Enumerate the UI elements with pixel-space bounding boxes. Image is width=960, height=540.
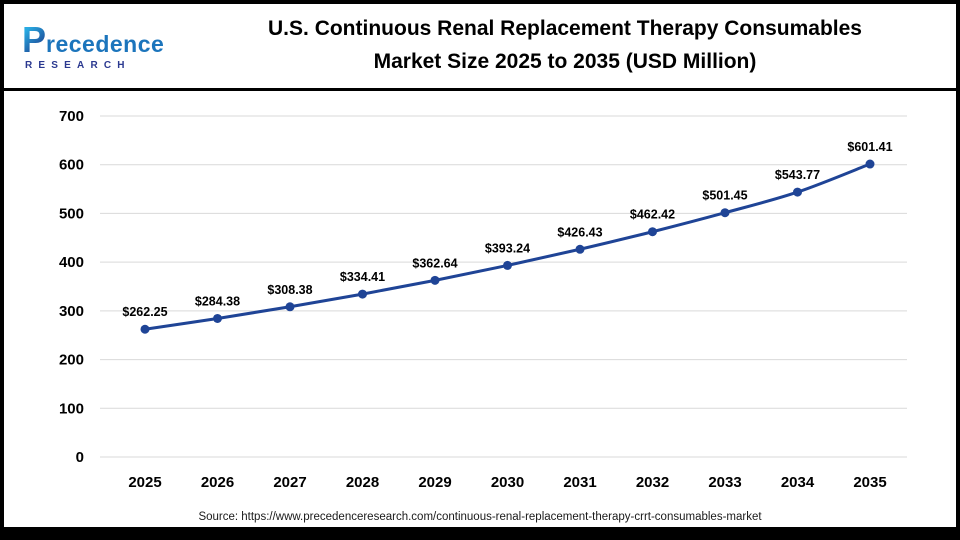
x-axis-tick-label: 2033	[708, 474, 741, 491]
data-point-label: $543.77	[775, 168, 820, 182]
data-point	[575, 244, 585, 254]
data-point-label: $462.42	[630, 208, 675, 222]
y-axis-tick-label: 200	[59, 352, 84, 369]
data-point	[140, 324, 150, 334]
header-divider	[4, 88, 956, 91]
data-point	[213, 313, 222, 323]
chart-title-line2: Market Size 2025 to 2035 (USD Million)	[373, 50, 757, 73]
data-point-label: $362.64	[412, 256, 457, 270]
logo-subtitle: RESEARCH	[25, 59, 131, 71]
data-point	[285, 302, 295, 312]
y-axis-tick-label: 100	[59, 400, 84, 417]
data-point-label: $334.41	[340, 270, 385, 284]
x-axis-tick-label: 2035	[853, 474, 886, 491]
data-point-label: $501.45	[702, 189, 747, 203]
x-axis-tick-label: 2026	[201, 474, 234, 491]
data-point	[503, 260, 512, 270]
data-point	[865, 159, 875, 169]
y-axis-tick-label: 500	[59, 205, 84, 222]
chart-title: U.S. Continuous Renal Replacement Therap…	[204, 13, 956, 78]
y-axis-tick-label: 600	[59, 157, 84, 174]
y-axis-tick-label: 400	[59, 254, 84, 271]
x-axis-tick-label: 2028	[346, 474, 379, 491]
chart-title-line1: U.S. Continuous Renal Replacement Therap…	[268, 17, 862, 41]
data-point	[793, 187, 802, 197]
source-text: Source: https://www.precedenceresearch.c…	[198, 511, 762, 523]
x-axis-tick-label: 2027	[273, 474, 306, 491]
chart-canvas: 0 100 200 300 400 500 600 700 2025 2026 2027 2028 20…	[59, 108, 907, 491]
data-point-label: $426.43	[557, 225, 602, 239]
y-axis-tick-label: 300	[59, 303, 84, 320]
bottom-bar	[4, 527, 956, 536]
x-axis-tick-label: 2032	[636, 474, 669, 491]
data-point	[648, 227, 657, 237]
x-axis-tick-label: 2030	[491, 474, 524, 491]
x-axis-tick-label: 2034	[781, 474, 815, 491]
y-axis-tick-label: 700	[59, 108, 84, 125]
x-axis-tick-label: 2031	[563, 474, 596, 491]
y-axis-tick-label: 0	[76, 449, 84, 466]
logo-text: recedence	[46, 30, 165, 57]
data-point-label: $393.24	[485, 241, 530, 255]
data-point-label: $601.41	[847, 140, 892, 154]
data-point-label: $308.38	[267, 283, 312, 297]
data-point-label: $262.25	[122, 305, 167, 319]
data-point	[430, 275, 440, 285]
data-point	[720, 208, 730, 218]
x-axis-tick-label: 2025	[128, 474, 161, 491]
data-point	[358, 289, 367, 299]
x-axis-tick-label: 2029	[418, 474, 451, 491]
logo-initial: P	[22, 18, 47, 60]
data-point-label: $284.38	[195, 294, 240, 308]
